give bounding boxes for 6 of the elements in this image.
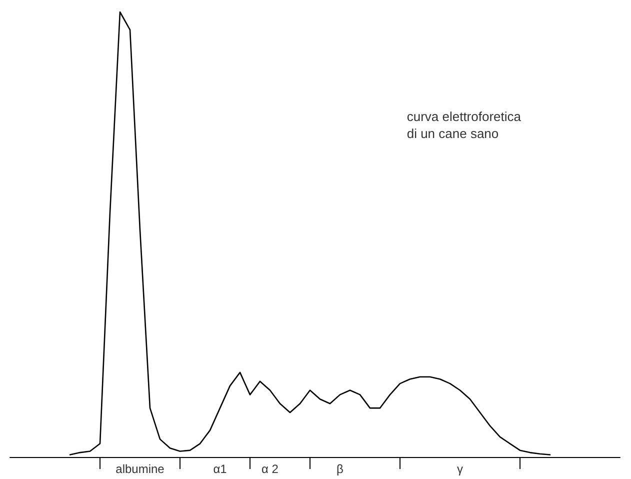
x-tick-label: α 2 [262,462,279,476]
annotation: curva elettroforetica di un cane sano [406,109,522,141]
x-tick-label: γ [457,462,463,476]
x-tick-label: albumine [116,462,165,476]
x-tick-label: α1 [213,462,228,476]
x-tick-label: β [336,462,344,476]
